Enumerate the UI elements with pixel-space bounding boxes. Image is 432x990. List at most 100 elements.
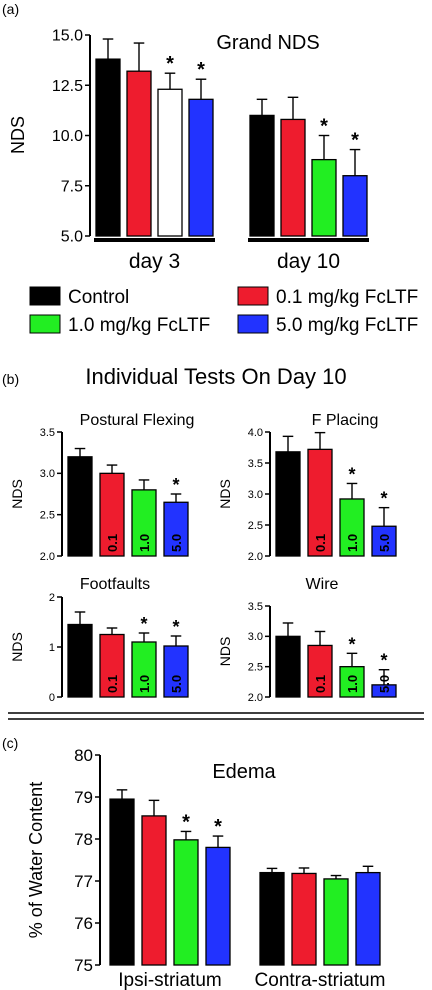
grand-nds-bar bbox=[311, 158, 337, 237]
panel-c-tag: (c) bbox=[2, 735, 18, 751]
edema-bar bbox=[259, 871, 285, 966]
f-placing-y-tick-label: 2.0 bbox=[248, 551, 263, 563]
f-placing-bar-label: Vehicle bbox=[281, 507, 296, 552]
f-placing-y-tick-label: 2.5 bbox=[248, 520, 263, 532]
footfaults-bar-label: Vehicle bbox=[73, 648, 88, 693]
postural-flexing-bar-label: 5.0 bbox=[169, 534, 184, 552]
postural-flexing-bar bbox=[99, 472, 125, 557]
f-placing-bar-label: 1.0 bbox=[345, 534, 360, 552]
edema-significance-star: * bbox=[182, 811, 190, 833]
grand-nds-bar bbox=[95, 58, 121, 237]
legend: Control 0.1 mg/kg FcLTF 1.0 mg/kg FcLTF … bbox=[29, 286, 418, 336]
edema-bar bbox=[173, 839, 199, 966]
grand-nds-group-label: day 3 bbox=[129, 250, 180, 273]
grand-nds-y-tick-label: 10.0 bbox=[52, 128, 83, 145]
grand-nds-bar bbox=[188, 98, 214, 237]
f-placing-y-label: NDS bbox=[217, 479, 233, 509]
grand-nds-group-bracket bbox=[94, 238, 215, 242]
panel-b-tag: (b) bbox=[2, 371, 19, 387]
wire-bar-label: 0.1 bbox=[313, 675, 328, 693]
legend-label-1-0: 1.0 mg/kg FcLTF bbox=[68, 315, 210, 336]
wire-bar-label: Vehicle bbox=[281, 648, 296, 693]
f-placing-significance-star: * bbox=[380, 489, 387, 509]
postural-flexing-y-tick-label: 2.0 bbox=[40, 551, 55, 563]
f-placing-bar-label: 0.1 bbox=[313, 534, 328, 552]
grand-nds-significance-star: * bbox=[166, 53, 174, 75]
footfaults-y-label: NDS bbox=[9, 632, 25, 662]
wire-bar-label: 1.0 bbox=[345, 675, 360, 693]
panel-b-heading: Individual Tests On Day 10 bbox=[85, 364, 346, 389]
legend-swatch-control bbox=[29, 286, 61, 306]
postural-flexing-bar-label: 1.0 bbox=[137, 534, 152, 552]
postural-flexing-y-tick-label: 3.5 bbox=[40, 427, 55, 439]
grand-nds-bar bbox=[280, 118, 306, 237]
grand-nds-bar bbox=[342, 175, 368, 237]
edema-y-tick-label: 79 bbox=[74, 788, 93, 807]
postural-flexing-bar-label: Vehicle bbox=[73, 507, 88, 552]
grand-nds-group-label: day 10 bbox=[277, 250, 340, 273]
footfaults-bar bbox=[99, 633, 125, 698]
grand-nds-bar bbox=[126, 70, 152, 237]
postural-flexing-bar bbox=[131, 489, 157, 557]
panel-a-tag: (a) bbox=[2, 1, 19, 17]
f-placing-y-tick-label: 3.5 bbox=[248, 458, 263, 470]
edema-group-label: Ipsi-striatum bbox=[118, 970, 221, 990]
edema-y-tick-label: 76 bbox=[74, 914, 93, 933]
wire-y-tick-label: 2.5 bbox=[248, 662, 263, 674]
legend-label-5-0: 5.0 mg/kg FcLTF bbox=[276, 315, 418, 336]
wire-bar-label: 5.0 bbox=[377, 675, 392, 693]
footfaults-bar-label: 5.0 bbox=[169, 675, 184, 693]
edema-group-label: Contra-striatum bbox=[255, 970, 386, 990]
legend-swatch-0-1 bbox=[237, 286, 269, 306]
edema-title: Edema bbox=[212, 761, 276, 783]
footfaults-bar-label: 1.0 bbox=[137, 675, 152, 693]
wire-title: Wire bbox=[306, 576, 339, 593]
grand-nds-y-tick-label: 7.5 bbox=[61, 178, 83, 195]
edema-y-tick-label: 80 bbox=[74, 746, 93, 765]
footfaults-significance-star: * bbox=[140, 614, 147, 634]
legend-swatch-5-0 bbox=[237, 314, 269, 334]
f-placing-bar-label: 5.0 bbox=[377, 534, 392, 552]
grand-nds-y-tick-label: 12.5 bbox=[52, 78, 83, 95]
postural-flexing-bar-label: 0.1 bbox=[105, 534, 120, 552]
wire-y-tick-label: 3.0 bbox=[248, 631, 263, 643]
grand-nds-group-bracket bbox=[248, 238, 369, 242]
edema-y-tick-label: 77 bbox=[74, 872, 93, 891]
grand-nds-y-label: NDS bbox=[8, 116, 28, 154]
wire-y-tick-label: 2.0 bbox=[248, 692, 263, 704]
edema-y-tick-label: 75 bbox=[74, 956, 93, 975]
edema-significance-star: * bbox=[214, 816, 222, 838]
wire-y-tick-label: 3.5 bbox=[248, 601, 263, 613]
footfaults-significance-star: * bbox=[172, 617, 179, 637]
footfaults-bar bbox=[131, 641, 157, 698]
postural-flexing-y-tick-label: 2.5 bbox=[40, 510, 55, 522]
footfaults-bar-label: 0.1 bbox=[105, 675, 120, 693]
footfaults-y-tick-label: 1 bbox=[49, 642, 55, 654]
wire-significance-star: * bbox=[380, 651, 387, 671]
grand-nds-bar bbox=[157, 88, 183, 237]
postural-flexing-bar bbox=[163, 501, 189, 557]
grand-nds-y-tick-label: 5.0 bbox=[61, 229, 83, 246]
edema-y-tick-label: 78 bbox=[74, 830, 93, 849]
footfaults-title: Footfaults bbox=[80, 576, 150, 593]
grand-nds-significance-star: * bbox=[197, 59, 205, 81]
edema-bar bbox=[291, 872, 317, 966]
edema-bar bbox=[141, 815, 167, 966]
legend-swatch-1-0 bbox=[29, 314, 61, 334]
wire-significance-star: * bbox=[348, 634, 355, 654]
postural-flexing-y-tick-label: 3.0 bbox=[40, 468, 55, 480]
f-placing-y-tick-label: 3.0 bbox=[248, 489, 263, 501]
grand-nds-bar bbox=[249, 114, 275, 237]
f-placing-bar bbox=[307, 448, 333, 557]
legend-label-0-1: 0.1 mg/kg FcLTF bbox=[276, 287, 418, 308]
f-placing-title: F Placing bbox=[312, 412, 379, 429]
edema-bar bbox=[355, 871, 381, 966]
legend-label-control: Control bbox=[68, 287, 129, 308]
f-placing-y-tick-label: 4.0 bbox=[248, 427, 263, 439]
edema-bar bbox=[323, 878, 349, 966]
wire-y-label: NDS bbox=[217, 637, 233, 667]
grand-nds-y-tick-label: 15.0 bbox=[52, 28, 83, 45]
wire-bar bbox=[275, 635, 301, 698]
edema-bar bbox=[205, 846, 231, 966]
